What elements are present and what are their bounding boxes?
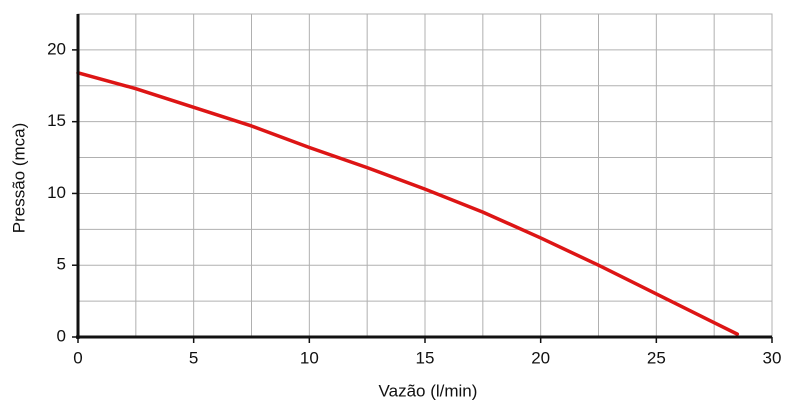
plot	[76, 71, 740, 336]
x-tick-label: 10	[300, 348, 319, 367]
y-tick-label: 0	[57, 326, 66, 345]
x-tick-label: 25	[647, 348, 666, 367]
x-tick-label: 15	[416, 348, 435, 367]
y-tick-label: 10	[47, 183, 66, 202]
y-tick-label: 20	[47, 39, 66, 58]
curve	[76, 71, 740, 336]
y-tick-label: 5	[57, 255, 66, 274]
y-tick-label: 15	[47, 111, 66, 130]
y-axis-label: Pressão (mca)	[9, 123, 28, 234]
x-tick-label: 0	[73, 348, 82, 367]
x-tick-label: 20	[531, 348, 550, 367]
x-tick-label: 30	[763, 348, 782, 367]
x-axis-label: Vazão (l/min)	[379, 381, 478, 400]
grid	[77, 13, 773, 338]
x-tick-label: 5	[189, 348, 198, 367]
